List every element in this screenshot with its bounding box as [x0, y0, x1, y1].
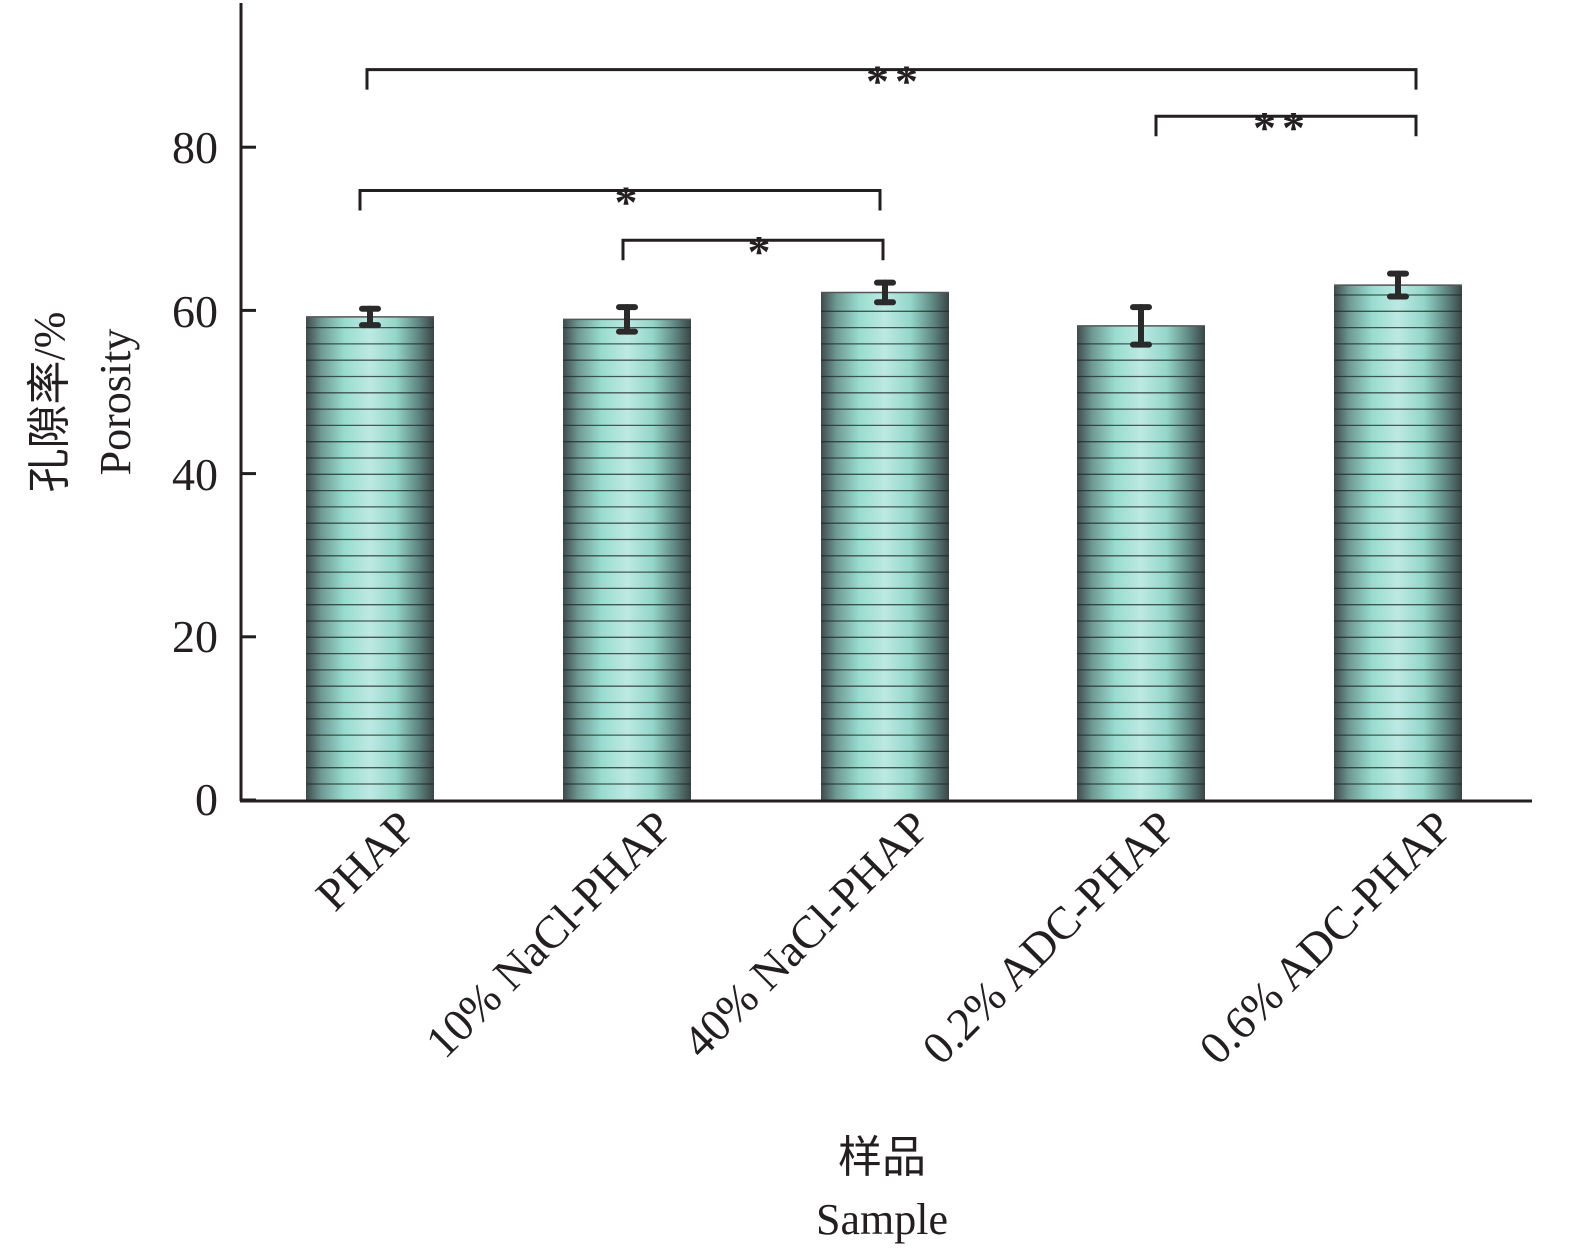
error-bar [1130, 304, 1152, 348]
x-axis-title-cn: 样品 [838, 1133, 926, 1182]
y-ticks-layer: 0 20 40 60 80 [172, 122, 256, 825]
significance-label: ** [866, 56, 924, 107]
bracket-line [365, 68, 1418, 90]
error-bar [874, 279, 896, 306]
y-tick-label: 60 [172, 286, 218, 337]
y-tick-label: 40 [172, 449, 218, 500]
bars-layer [306, 284, 1462, 801]
y-tick-label: 20 [172, 611, 218, 662]
x-ticks-layer: PHAP 10% NaCl-PHAP 40% NaCl-PHAP 0.2% AD… [306, 801, 1462, 1074]
bar-rect [821, 292, 949, 801]
y-axis-title: Porosity [91, 329, 140, 476]
y-axis-title-cn: 孔隙率/% [25, 312, 74, 493]
x-tick-label: 40% NaCl-PHAP [673, 801, 939, 1067]
significance-bracket: ** [1154, 102, 1418, 153]
significance-label: * [748, 226, 777, 277]
bar-rect [1077, 325, 1205, 801]
error-bar [616, 304, 638, 335]
significance-layer: ****** [358, 56, 1418, 277]
error-bar [1387, 270, 1409, 300]
x-axis-title: Sample [816, 1195, 948, 1244]
x-tick-label: 0.2% ADC-PHAP [912, 801, 1185, 1074]
bar [1077, 325, 1205, 801]
x-tick-label: 0.6% ADC-PHAP [1189, 801, 1462, 1074]
x-tick-label: PHAP [306, 801, 425, 920]
bar-rect [306, 316, 434, 801]
significance-label: * [615, 176, 644, 227]
error-bars-layer [359, 270, 1409, 348]
bar [306, 316, 434, 801]
bracket-line [358, 188, 882, 211]
bar [563, 318, 691, 801]
bar-rect [563, 319, 691, 801]
significance-bracket: ** [365, 56, 1418, 107]
y-tick-label: 0 [195, 774, 218, 825]
bar [1334, 284, 1462, 801]
error-bar [359, 305, 381, 329]
bar-rect [1334, 285, 1462, 801]
significance-bracket: * [621, 226, 885, 277]
significance-label: ** [1253, 102, 1311, 153]
bracket-line [1154, 114, 1418, 137]
x-tick-label: 10% NaCl-PHAP [416, 801, 682, 1067]
bracket-line [621, 238, 885, 261]
y-tick-label: 80 [172, 122, 218, 173]
bar [821, 291, 949, 801]
significance-bracket: * [358, 176, 882, 227]
